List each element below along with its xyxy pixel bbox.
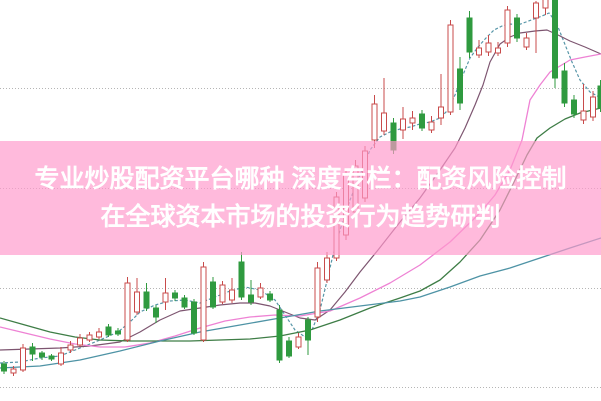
candle-down <box>172 292 178 299</box>
candle-down <box>210 281 216 308</box>
candle-up <box>542 0 549 9</box>
candle-down <box>248 294 254 303</box>
candle-up <box>314 267 321 318</box>
candle-up <box>438 106 444 119</box>
candle-down <box>39 352 45 358</box>
candle-down <box>466 17 473 53</box>
candle-up <box>58 352 64 365</box>
candle-up <box>381 112 387 132</box>
candle-up <box>409 117 416 124</box>
candle-up <box>200 266 207 341</box>
candle-down <box>1 363 7 372</box>
candle-up <box>124 282 131 341</box>
candle-up <box>219 284 226 303</box>
candle-up <box>229 289 235 301</box>
candle-up <box>10 368 17 374</box>
candle-down <box>305 319 311 341</box>
promo-banner: 专业炒股配资平台哪种 深度专栏：配资风险控制 在全球资本市场的投资行为趋势研判 <box>0 141 601 255</box>
ma-slow-teal <box>0 237 601 369</box>
candle-up <box>162 292 169 303</box>
banner-headline-line2: 在全球资本市场的投资行为趋势研判 <box>100 203 501 231</box>
candle-down <box>153 307 159 318</box>
candle-up <box>495 47 501 54</box>
candle-up <box>504 9 511 44</box>
candle-up <box>523 37 530 48</box>
candle-down <box>457 68 463 104</box>
candle-down <box>552 0 558 79</box>
candle-up <box>533 2 539 19</box>
candle-up <box>324 257 330 281</box>
candle-up <box>476 47 482 56</box>
candle-up <box>447 24 454 113</box>
candle-down <box>514 17 520 39</box>
candle-down <box>143 291 150 309</box>
candle-up <box>134 291 140 313</box>
candle-up <box>590 96 596 118</box>
candle-down <box>571 99 577 115</box>
candle-up <box>77 337 83 346</box>
candle-up <box>67 344 74 351</box>
candle-down <box>181 297 188 308</box>
ma-magenta <box>0 53 601 348</box>
candle-down <box>276 309 283 361</box>
banner-headline-line1: 专业炒股配资平台哪种 深度专栏：配资风险控制 <box>34 165 567 193</box>
candle-down <box>267 293 273 301</box>
candle-down <box>105 326 112 336</box>
candle-up <box>428 121 435 131</box>
candle-up <box>86 334 93 341</box>
candle-down <box>286 340 292 357</box>
candle-down <box>561 70 568 104</box>
candle-up <box>485 42 492 53</box>
candle-up <box>96 331 102 338</box>
candle-up <box>400 118 406 131</box>
candle-down <box>238 261 245 298</box>
candle-down <box>115 330 121 335</box>
candle-down <box>48 355 55 360</box>
candle-down <box>191 301 197 334</box>
candle-down <box>419 113 425 129</box>
candle-up <box>580 110 587 121</box>
candle-down <box>29 346 36 355</box>
candle-up <box>295 336 302 348</box>
candle-up <box>371 103 378 141</box>
candle-up <box>257 287 264 298</box>
candle-up <box>20 347 26 371</box>
